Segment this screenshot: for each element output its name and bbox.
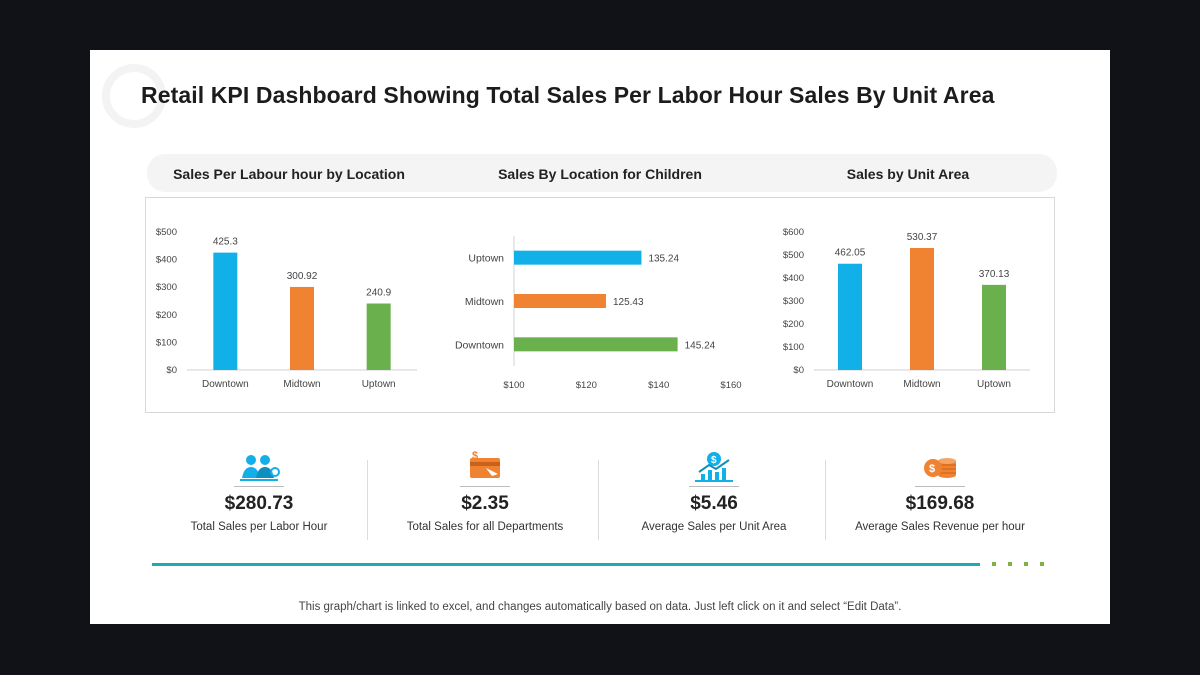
data-label: 370.13 xyxy=(979,269,1010,280)
x-tick-label: Downtown xyxy=(827,379,874,390)
data-label: 135.24 xyxy=(648,254,679,265)
kpi-divider-rule xyxy=(234,486,284,487)
x-tick-label: Uptown xyxy=(362,379,396,390)
x-tick-label: $140 xyxy=(648,380,669,391)
kpi-divider-rule xyxy=(460,486,510,487)
accent-dots xyxy=(992,562,1044,566)
x-tick-label: $120 xyxy=(576,380,597,391)
y-tick-label: $0 xyxy=(793,365,804,376)
data-label: 300.92 xyxy=(287,271,318,282)
y-tick-label: Midtown xyxy=(465,296,504,308)
kpi-labor-hour: $280.73 Total Sales per Labor Hour xyxy=(144,450,374,533)
kpi-label: Total Sales for all Departments xyxy=(406,521,564,533)
decorative-ring xyxy=(102,64,166,128)
y-tick-label: $100 xyxy=(783,342,804,353)
bar-midtown xyxy=(514,294,606,308)
y-tick-label: Uptown xyxy=(468,253,504,265)
kpi-separator xyxy=(367,460,368,540)
chart-title-labour: Sales Per Labour hour by Location xyxy=(173,166,405,182)
y-tick-label: $200 xyxy=(156,310,177,321)
growth-chart-icon: $ xyxy=(691,450,737,484)
y-tick-label: $400 xyxy=(156,255,177,266)
y-tick-label: $300 xyxy=(783,296,804,307)
data-label: 125.43 xyxy=(613,297,644,308)
kpi-label: Average Sales per Unit Area xyxy=(641,521,787,533)
kpi-divider-rule xyxy=(915,486,965,487)
kpi-label: Average Sales Revenue per hour xyxy=(855,521,1025,533)
y-tick-label: $0 xyxy=(166,365,177,376)
accent-line xyxy=(152,563,980,566)
chart-header-band xyxy=(147,154,1057,192)
kpi-label: Total Sales per Labor Hour xyxy=(190,521,328,533)
charts-canvas: $0 $100 $200 $300 $400 $500 425.3 Downtown 300.9… xyxy=(156,227,1030,391)
data-label: 240.9 xyxy=(366,288,391,299)
bar-downtown xyxy=(838,263,862,370)
svg-text:$: $ xyxy=(711,455,717,466)
chart-title-children: Sales By Location for Children xyxy=(498,166,702,182)
y-tick-label: $600 xyxy=(783,227,804,238)
data-label: 530.37 xyxy=(907,232,938,243)
bar-uptown xyxy=(366,303,391,370)
y-tick-label: $500 xyxy=(783,250,804,261)
data-label: 462.05 xyxy=(835,248,866,259)
kpi-all-departments: $ $2.35 Total Sales for all Departments xyxy=(370,450,600,533)
kpi-value: $5.46 xyxy=(690,493,738,514)
kpi-revenue-hour: $ $169.68 Average Sales Revenue per hour xyxy=(825,450,1055,533)
bar-downtown xyxy=(213,252,238,370)
data-label: 425.3 xyxy=(213,237,238,248)
x-tick-label: Midtown xyxy=(903,379,940,390)
slide: Retail KPI Dashboard Showing Total Sales… xyxy=(90,50,1110,624)
data-label: 145.24 xyxy=(685,340,716,351)
footer-note: This graph/chart is linked to excel, and… xyxy=(298,601,902,613)
bar-downtown xyxy=(514,337,678,352)
y-tick-label: $300 xyxy=(156,282,177,293)
bar-midtown xyxy=(910,248,934,370)
kpi-value: $280.73 xyxy=(224,493,294,514)
kpi-separator xyxy=(598,460,599,540)
x-tick-label: Midtown xyxy=(283,379,320,390)
y-tick-label: $400 xyxy=(783,273,804,284)
y-tick-label: $500 xyxy=(156,227,177,238)
x-tick-label: $160 xyxy=(720,380,741,391)
bar-uptown xyxy=(514,250,642,265)
team-icon xyxy=(236,450,282,484)
page-title: Retail KPI Dashboard Showing Total Sales… xyxy=(141,82,995,108)
kpi-separator xyxy=(825,460,826,540)
coin-stack-icon: $ xyxy=(917,450,963,484)
kpi-divider-rule xyxy=(689,486,739,487)
kpi-unit-area: $ $5.46 Average Sales per Unit Area xyxy=(599,450,829,533)
bar-uptown xyxy=(982,284,1006,370)
x-tick-label: Uptown xyxy=(977,379,1011,390)
x-tick-label: Downtown xyxy=(202,379,249,390)
y-tick-label: Downtown xyxy=(455,339,504,351)
y-tick-label: $100 xyxy=(156,337,177,348)
svg-text:$: $ xyxy=(929,463,935,475)
bar-midtown xyxy=(290,286,314,370)
x-tick-label: $100 xyxy=(503,380,524,391)
chart-title-unit-area: Sales by Unit Area xyxy=(846,166,970,182)
kpi-value: $169.68 xyxy=(905,493,975,514)
kpi-value: $2.35 xyxy=(461,493,509,514)
svg-text:$: $ xyxy=(472,450,478,462)
dollar-card-icon: $ xyxy=(462,450,508,484)
y-tick-label: $200 xyxy=(783,319,804,330)
